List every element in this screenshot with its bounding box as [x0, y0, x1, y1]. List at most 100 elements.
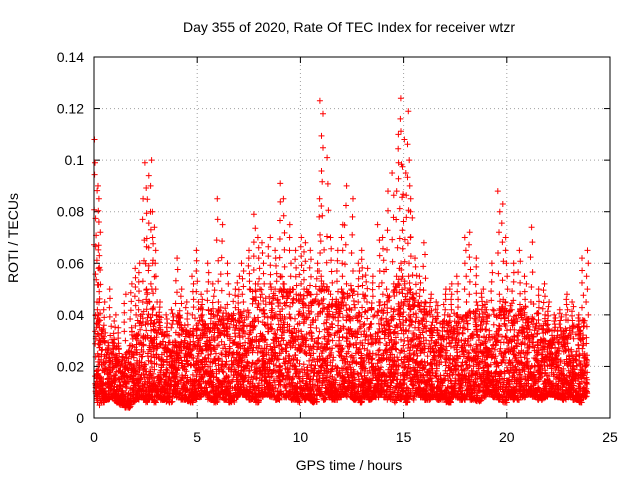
- data-point: [210, 344, 217, 351]
- data-point: [202, 320, 209, 327]
- data-point: [153, 351, 160, 358]
- data-point: [140, 341, 147, 348]
- data-point: [233, 374, 240, 381]
- data-point: [123, 354, 130, 361]
- data-point: [225, 352, 232, 359]
- data-point: [156, 318, 162, 325]
- data-point: [122, 351, 129, 358]
- data-point: [221, 341, 228, 348]
- data-point: [226, 313, 233, 320]
- data-point: [247, 321, 254, 327]
- data-point: [290, 300, 296, 307]
- data-point: [374, 308, 381, 315]
- data-point: [220, 369, 227, 376]
- data-point: [151, 319, 158, 326]
- y-tick-label: 0.06: [57, 255, 84, 271]
- data-point: [215, 309, 222, 316]
- data-point: [219, 384, 226, 391]
- data-point: [217, 318, 224, 325]
- data-point: [144, 332, 151, 339]
- data-point: [151, 378, 158, 384]
- data-point: [245, 360, 252, 367]
- data-point: [180, 326, 186, 333]
- data-point: [130, 352, 137, 359]
- data-point: [201, 321, 208, 328]
- data-point: [112, 352, 119, 359]
- data-point: [229, 316, 236, 322]
- data-point: [252, 287, 259, 294]
- data-point: [220, 345, 226, 352]
- data-point: [180, 375, 187, 382]
- data-point: [240, 319, 246, 326]
- data-point: [184, 378, 191, 385]
- data-point: [240, 342, 246, 349]
- data-point: [243, 352, 250, 359]
- data-point: [100, 326, 107, 332]
- data-point: [111, 392, 118, 399]
- data-point: [207, 351, 214, 358]
- data-point: [137, 376, 144, 383]
- data-point: [195, 325, 201, 332]
- data-point: [162, 341, 169, 348]
- data-point: [206, 342, 213, 349]
- data-point: [226, 364, 233, 371]
- data-point: [160, 357, 167, 364]
- data-point: [175, 331, 182, 338]
- data-point: [247, 337, 254, 344]
- data-point: [194, 335, 201, 342]
- data-point: [144, 320, 151, 327]
- data-point: [191, 343, 197, 349]
- data-point: [102, 359, 109, 366]
- data-point: [242, 330, 248, 337]
- data-point: [247, 378, 254, 385]
- data-point: [165, 377, 172, 384]
- data-point: [202, 358, 208, 365]
- data-point: [162, 331, 169, 338]
- data-point: [218, 338, 225, 345]
- data-point: [117, 364, 124, 370]
- data-point: [128, 348, 135, 355]
- data-point: [126, 378, 133, 385]
- data-point: [174, 367, 181, 374]
- data-point: [173, 383, 180, 390]
- data-point: [151, 366, 158, 373]
- data-point: [206, 328, 213, 335]
- data-point: [222, 305, 229, 312]
- data-point: [359, 304, 366, 311]
- data-point: [143, 306, 150, 313]
- data-point: [133, 335, 140, 342]
- data-point: [199, 347, 206, 354]
- data-point: [232, 325, 239, 331]
- data-point: [255, 318, 262, 325]
- data-point: [240, 308, 247, 315]
- data-point: [215, 332, 222, 339]
- data-point: [125, 398, 132, 405]
- data-point: [209, 368, 216, 375]
- x-tick-label: 25: [602, 429, 618, 445]
- data-point: [236, 332, 243, 339]
- data-point: [199, 363, 206, 370]
- data-point: [219, 368, 226, 375]
- data-point: [95, 331, 102, 338]
- data-point: [173, 373, 180, 380]
- data-point: [133, 387, 140, 393]
- data-point: [178, 338, 185, 345]
- data-point: [139, 353, 146, 360]
- data-point: [211, 337, 218, 344]
- data-point: [116, 361, 123, 368]
- data-point: [157, 376, 164, 383]
- data-point: [183, 386, 190, 393]
- data-point: [187, 351, 194, 358]
- data-point: [98, 386, 105, 393]
- y-tick-label: 0.08: [57, 204, 84, 220]
- data-point: [376, 346, 383, 353]
- data-point: [226, 324, 233, 331]
- x-tick-label: 5: [193, 429, 201, 445]
- data-point: [150, 323, 157, 330]
- data-point: [144, 353, 151, 360]
- data-point: [236, 351, 243, 357]
- data-point: [178, 347, 185, 354]
- chart-title: Day 355 of 2020, Rate Of TEC Index for r…: [183, 19, 515, 35]
- data-point: [196, 343, 203, 350]
- data-point: [226, 335, 233, 342]
